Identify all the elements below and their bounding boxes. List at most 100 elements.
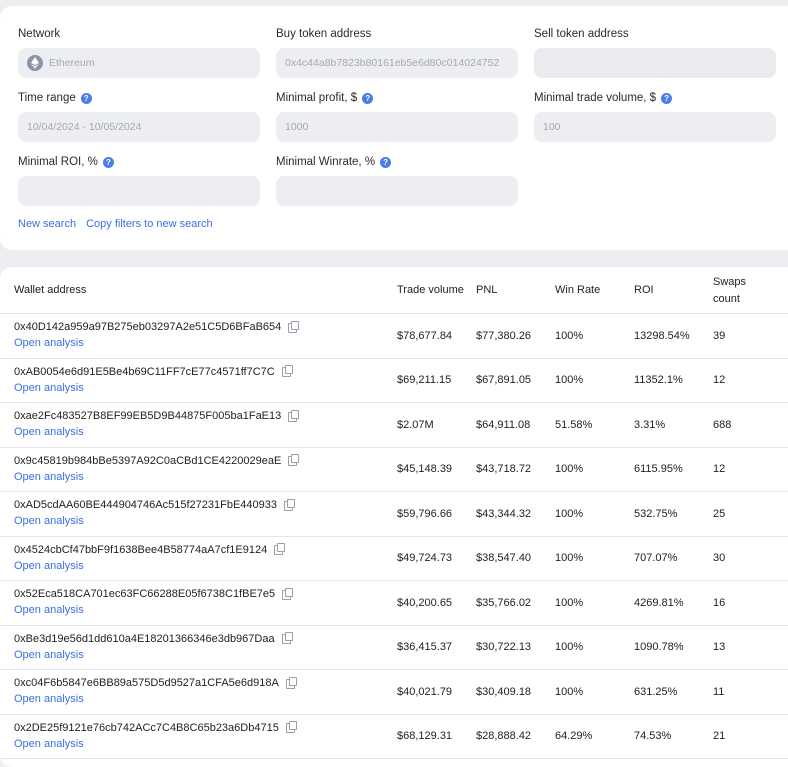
table-row: 0x52Eca518CA701ec63FC66288E05f6738C1fBE7… xyxy=(0,580,788,626)
roi-cell: 13298.54% xyxy=(634,313,713,359)
help-icon[interactable]: ? xyxy=(661,92,673,104)
wallets-table: Wallet address Trade volume PNL Win Rate… xyxy=(0,267,788,759)
help-icon[interactable]: ? xyxy=(380,156,392,168)
min-trade-volume-field: Minimal trade volume, $? 100 xyxy=(534,90,776,142)
buy-token-label: Buy token address xyxy=(276,28,372,40)
winrate-cell: 100% xyxy=(555,580,634,626)
wallet-address: 0x40D142a959a97B275eb03297A2e51C5D6BFaB6… xyxy=(14,321,282,334)
table-row: 0x40D142a959a97B275eb03297A2e51C5D6BFaB6… xyxy=(0,313,788,359)
table-row: 0x4524cbCf47bbF9f1638Bee4B58774aA7cf1E91… xyxy=(0,536,788,581)
roi-cell: 6115.95% xyxy=(634,447,713,492)
wallet-cell: 0xc04F6b5847e6BB89a575D5d9527a1CFA5e6d91… xyxy=(0,669,397,715)
table-row: 0x9c45819b984bBe5397A92C0aCBd1CE4220029e… xyxy=(0,447,788,492)
table-row: 0xAD5cdAA60BE444904746Ac515f27231FbE4409… xyxy=(0,491,788,537)
copy-icon[interactable] xyxy=(288,454,300,467)
copy-filters-link[interactable]: Copy filters to new search xyxy=(86,218,213,230)
help-icon[interactable]: ? xyxy=(362,92,374,104)
header-roi[interactable]: ROI xyxy=(634,267,713,314)
min-trade-volume-input[interactable]: 100 xyxy=(534,112,776,142)
wallet-cell: 0xBe3d19e56d1dd610a4E18201366346e3db967D… xyxy=(0,625,397,670)
copy-icon[interactable] xyxy=(281,632,293,645)
volume-cell: $45,148.39 xyxy=(397,447,476,492)
copy-icon[interactable] xyxy=(282,587,294,600)
pnl-cell: $35,766.02 xyxy=(476,580,555,626)
open-analysis-link[interactable]: Open analysis xyxy=(14,515,84,528)
open-analysis-link[interactable]: Open analysis xyxy=(14,604,84,617)
min-profit-input[interactable]: 1000 xyxy=(276,112,518,142)
header-pnl[interactable]: PNL xyxy=(476,267,555,314)
pnl-cell: $30,722.13 xyxy=(476,625,555,670)
network-field: Network Ethereum xyxy=(18,26,260,78)
copy-icon[interactable] xyxy=(288,320,300,333)
wallet-cell: 0x9c45819b984bBe5397A92C0aCBd1CE4220029e… xyxy=(0,447,397,492)
volume-cell: $40,200.65 xyxy=(397,580,476,626)
filters-panel: Network Ethereum Buy token address 0x4c4… xyxy=(0,6,788,250)
min-roi-field: Minimal ROI, %? xyxy=(18,154,260,206)
min-roi-input[interactable] xyxy=(18,176,260,206)
swaps-cell: 16 xyxy=(713,580,788,626)
header-swaps[interactable]: Swaps count xyxy=(713,267,788,314)
min-trade-volume-placeholder: 100 xyxy=(543,121,561,133)
winrate-cell: 100% xyxy=(555,669,634,715)
open-analysis-link[interactable]: Open analysis xyxy=(14,381,84,394)
sell-token-field: Sell token address xyxy=(534,26,776,78)
sell-token-label: Sell token address xyxy=(534,28,629,40)
open-analysis-link[interactable]: Open analysis xyxy=(14,470,84,483)
pnl-cell: $43,344.32 xyxy=(476,491,555,537)
wallet-cell: 0x40D142a959a97B275eb03297A2e51C5D6BFaB6… xyxy=(0,313,397,359)
winrate-cell: 100% xyxy=(555,358,634,403)
wallet-cell: 0x2DE25f9121e76cb742ACc7C4B8C65b23a6Db47… xyxy=(0,714,397,759)
wallet-cell: 0xAD5cdAA60BE444904746Ac515f27231FbE4409… xyxy=(0,491,397,537)
open-analysis-link[interactable]: Open analysis xyxy=(14,559,84,572)
winrate-cell: 100% xyxy=(555,536,634,581)
pnl-cell: $38,547.40 xyxy=(476,536,555,581)
help-icon[interactable]: ? xyxy=(102,156,114,168)
wallet-address: 0xae2Fc483527B8EF99EB5D9B44875F005ba1FaE… xyxy=(14,410,282,423)
roi-cell: 1090.78% xyxy=(634,625,713,670)
time-range-input[interactable]: 10/04/2024 - 10/05/2024 xyxy=(18,112,260,142)
table-row: 0xae2Fc483527B8EF99EB5D9B44875F005ba1FaE… xyxy=(0,402,788,448)
min-winrate-field: Minimal Winrate, %? xyxy=(276,154,518,206)
min-winrate-input[interactable] xyxy=(276,176,518,206)
open-analysis-link[interactable]: Open analysis xyxy=(14,648,84,661)
network-label: Network xyxy=(18,28,61,40)
copy-icon[interactable] xyxy=(281,365,293,378)
open-analysis-link[interactable]: Open analysis xyxy=(14,737,84,750)
header-volume[interactable]: Trade volume xyxy=(397,267,476,314)
copy-icon[interactable] xyxy=(274,543,286,556)
pnl-cell: $30,409.18 xyxy=(476,669,555,715)
header-winrate[interactable]: Win Rate xyxy=(555,267,634,314)
new-search-link[interactable]: New search xyxy=(18,218,77,230)
network-value: Ethereum xyxy=(49,57,95,69)
copy-icon[interactable] xyxy=(285,676,297,689)
header-wallet[interactable]: Wallet address xyxy=(0,267,397,314)
winrate-cell: 100% xyxy=(555,491,634,537)
copy-icon[interactable] xyxy=(288,409,300,422)
copy-icon[interactable] xyxy=(284,498,295,511)
copy-icon[interactable] xyxy=(285,721,297,734)
roi-cell: 532.75% xyxy=(634,491,713,537)
open-analysis-link[interactable]: Open analysis xyxy=(14,337,84,350)
swaps-cell: 688 xyxy=(713,402,788,448)
sell-token-input[interactable] xyxy=(534,48,776,78)
roi-cell: 11352.1% xyxy=(634,358,713,403)
pnl-cell: $28,888.42 xyxy=(476,714,555,759)
pnl-cell: $67,891.05 xyxy=(476,358,555,403)
help-icon[interactable]: ? xyxy=(80,92,92,104)
min-profit-field: Minimal profit, $? 1000 xyxy=(276,90,518,142)
open-analysis-link[interactable]: Open analysis xyxy=(14,426,84,439)
time-range-field: Time range? 10/04/2024 - 10/05/2024 xyxy=(18,90,260,142)
winrate-cell: 100% xyxy=(555,625,634,670)
swaps-cell: 12 xyxy=(713,358,788,403)
time-range-label: Time range xyxy=(18,92,76,104)
swaps-cell: 13 xyxy=(713,625,788,670)
header-swaps-label: Swaps count xyxy=(713,276,747,305)
table-header-row: Wallet address Trade volume PNL Win Rate… xyxy=(0,267,788,314)
buy-token-input[interactable]: 0x4c44a8b7823b80161eb5e6d80c014024752 xyxy=(276,48,518,78)
volume-cell: $59,796.66 xyxy=(397,491,476,537)
network-select[interactable]: Ethereum xyxy=(18,48,260,78)
open-analysis-link[interactable]: Open analysis xyxy=(14,693,84,706)
wallet-address: 0x9c45819b984bBe5397A92C0aCBd1CE4220029e… xyxy=(14,454,282,467)
table-body: 0x40D142a959a97B275eb03297A2e51C5D6BFaB6… xyxy=(0,313,788,759)
wallet-cell: 0x52Eca518CA701ec63FC66288E05f6738C1fBE7… xyxy=(0,580,397,626)
